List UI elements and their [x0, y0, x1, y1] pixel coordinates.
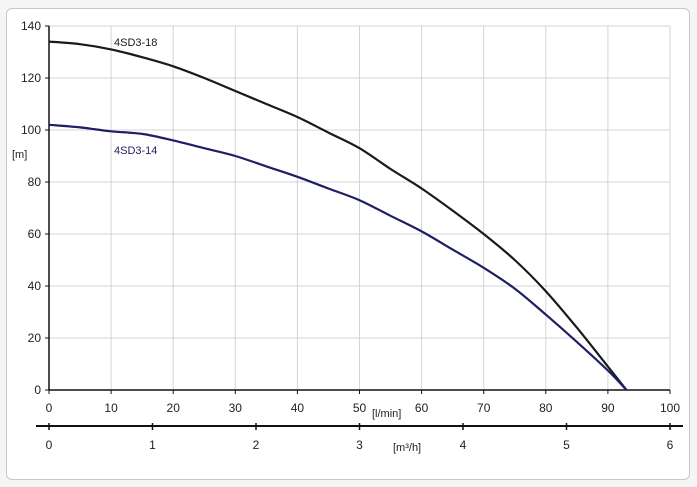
secondary-x-tick-label: 0: [46, 438, 53, 452]
y-tick-label: 40: [28, 279, 42, 293]
y-tick-label: 140: [21, 19, 41, 33]
x-axis-unit: [l/min]: [372, 408, 401, 420]
x-tick-label: 0: [46, 401, 53, 415]
secondary-x-tick-label: 2: [253, 438, 260, 452]
secondary-x-axis: 0 1 2 3 4 5 6: [36, 423, 683, 452]
secondary-x-tick-label: 6: [667, 438, 674, 452]
series-line-0: [48, 40, 628, 391]
y-axis-unit: [m]: [12, 149, 27, 161]
x-tick-label: 60: [415, 401, 429, 415]
y-tick-label: 60: [28, 227, 42, 241]
x-tick-label: 10: [104, 401, 118, 415]
x-axis-ticks: 0 10 20 30 40 50 60 70 80 90 100: [46, 390, 680, 415]
y-tick-label: 20: [28, 331, 42, 345]
secondary-x-tick-label: 3: [356, 438, 363, 452]
series-line-1: [48, 123, 628, 391]
chart-frame: [6, 8, 690, 480]
secondary-x-axis-unit: [m³/h]: [393, 442, 421, 454]
y-axis-ticks: 0 20 40 60 80 100 120 140: [21, 19, 49, 397]
secondary-x-tick-label: 4: [460, 438, 467, 452]
x-tick-label: 90: [601, 401, 615, 415]
x-tick-label: 80: [539, 401, 553, 415]
x-tick-label: 100: [660, 401, 680, 415]
y-tick-label: 120: [21, 71, 41, 85]
x-tick-label: 70: [477, 401, 491, 415]
x-tick-label: 50: [353, 401, 367, 415]
curves: [48, 40, 628, 391]
y-tick-label: 100: [21, 123, 41, 137]
x-tick-label: 30: [229, 401, 243, 415]
y-tick-label: 80: [28, 175, 42, 189]
secondary-x-tick-label: 1: [149, 438, 156, 452]
secondary-x-tick-label: 5: [563, 438, 570, 452]
grid: [49, 25, 671, 390]
x-tick-label: 20: [167, 401, 181, 415]
y-tick-label: 0: [34, 383, 41, 397]
series-label-4sd3-18: 4SD3-18: [114, 37, 157, 49]
x-tick-label: 40: [291, 401, 305, 415]
series-label-4sd3-14: 4SD3-14: [114, 145, 157, 157]
